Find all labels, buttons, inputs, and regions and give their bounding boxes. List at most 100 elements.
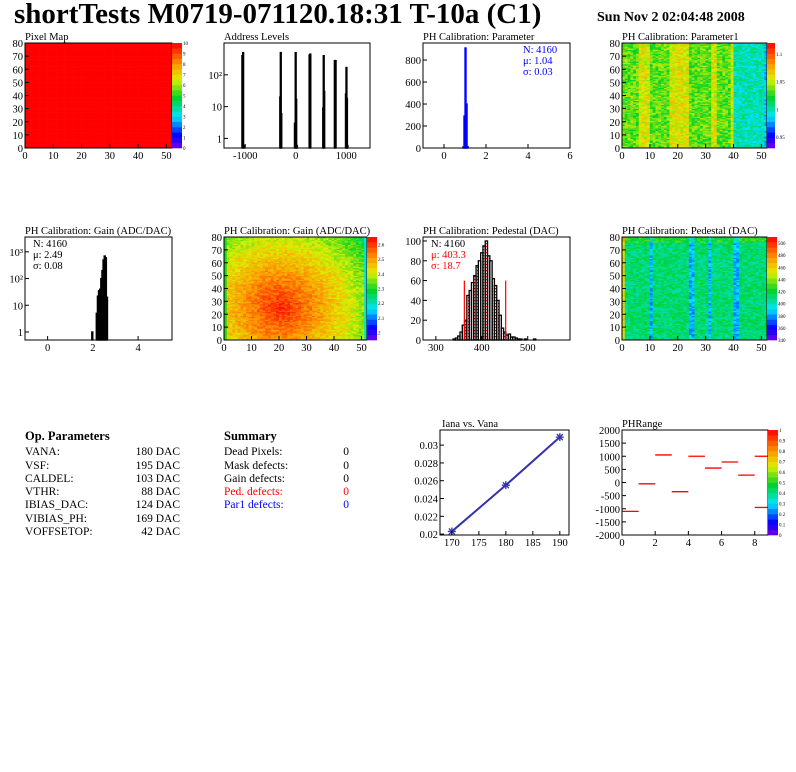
heatmap-cell <box>36 109 40 112</box>
heatmap-cell <box>129 117 133 120</box>
heatmap-cell <box>87 60 91 62</box>
heatmap-cell <box>67 92 71 95</box>
heatmap-cell <box>75 43 80 45</box>
heatmap-cell <box>30 66 34 69</box>
heatmap-cell <box>106 136 111 138</box>
heatmap-cell <box>61 67 65 70</box>
heatmap-cell <box>25 116 29 119</box>
heatmap-cell <box>36 102 40 104</box>
heatmap-cell <box>87 120 91 123</box>
heatmap-cell <box>36 69 40 71</box>
heatmap-cell <box>92 137 96 140</box>
heatmap-cell <box>129 109 133 112</box>
heatmap-cell <box>84 113 88 116</box>
heatmap-cell <box>64 102 68 104</box>
heatmap-cell <box>149 74 153 77</box>
heatmap-cell <box>149 109 153 112</box>
heatmap-cell <box>75 102 80 104</box>
heatmap-cell <box>132 78 136 81</box>
heatmap-cell <box>56 127 60 129</box>
heatmap-cell <box>58 140 63 142</box>
hist-bin <box>334 59 337 149</box>
heatmap-cell <box>129 132 133 134</box>
heatmap-cell <box>129 112 133 115</box>
heatmap-cell <box>121 69 125 71</box>
heatmap-cell <box>95 64 99 66</box>
heatmap-cell <box>61 57 65 60</box>
heatmap-cell <box>84 82 88 84</box>
heatmap-cell <box>33 74 37 77</box>
heatmap-cell <box>123 91 128 94</box>
heatmap-cell <box>104 117 108 120</box>
heatmap-cell <box>61 117 65 120</box>
heatmap-cell <box>50 82 54 84</box>
heatmap-cell <box>135 119 139 121</box>
heatmap-cell <box>53 129 57 132</box>
heatmap-cell <box>27 95 31 98</box>
heatmap-cell <box>81 67 85 70</box>
heatmap-cell <box>146 140 150 142</box>
heatmap-cell <box>50 65 54 67</box>
heatmap-cell <box>78 121 82 124</box>
heatmap-cell <box>90 45 94 48</box>
heatmap-cell <box>126 124 130 126</box>
heatmap-cell <box>109 57 113 60</box>
heatmap-cell <box>129 44 133 46</box>
heatmap-cell <box>39 78 43 81</box>
heatmap-cell <box>41 117 46 120</box>
heatmap-cell <box>87 141 91 144</box>
heatmap-cell <box>106 125 111 128</box>
heatmap-cell <box>109 49 113 52</box>
heatmap-cell <box>47 103 51 105</box>
heatmap-cell <box>81 46 85 49</box>
heatmap-cell <box>140 95 145 98</box>
heatmap-cell <box>56 125 60 128</box>
heatmap-cell <box>115 82 119 84</box>
heatmap-cell <box>36 106 40 108</box>
heatmap-cell <box>30 85 34 87</box>
heatmap-cell <box>61 81 65 83</box>
heatmap-cell <box>78 99 82 102</box>
heatmap-cell <box>50 138 54 141</box>
heatmap-cell <box>90 128 94 130</box>
heatmap-cell <box>98 45 102 48</box>
heatmap-cell <box>92 102 96 104</box>
heatmap-cell <box>84 99 88 102</box>
heatmap-cell <box>27 142 31 145</box>
heatmap-cell <box>41 104 46 107</box>
heatmap-cell <box>132 136 136 138</box>
heatmap-cell <box>138 86 142 88</box>
heatmap-cell <box>39 95 43 98</box>
heatmap-cell <box>146 67 150 70</box>
heatmap-cell <box>87 48 91 50</box>
heatmap-cell <box>118 96 122 99</box>
heatmap-cell <box>53 112 57 115</box>
heatmap-cell <box>135 52 139 54</box>
heatmap-cell <box>36 140 40 142</box>
heatmap-cell <box>81 121 85 124</box>
heatmap-cell <box>58 45 63 48</box>
heatmap-cell <box>67 79 71 82</box>
heatmap-cell <box>33 140 37 142</box>
heatmap-cell <box>101 98 105 100</box>
heatmap-cell <box>87 115 91 117</box>
heatmap-cell <box>73 115 77 117</box>
heatmap-cell <box>129 134 133 137</box>
heatmap-cell <box>121 95 125 98</box>
heatmap-cell <box>78 120 82 123</box>
heatmap-cell <box>73 104 77 107</box>
heatmap-cell <box>64 61 68 63</box>
heatmap-cell <box>61 119 65 121</box>
heatmap-cell <box>115 71 119 74</box>
heatmap-cell <box>112 73 116 75</box>
heatmap-cell <box>106 61 111 63</box>
heatmap-cell <box>78 127 82 129</box>
heatmap-cell <box>90 102 94 104</box>
heatmap-cell <box>73 71 77 74</box>
heatmap-cell <box>41 125 46 128</box>
heatmap-cell <box>87 137 91 140</box>
heatmap-cell <box>84 125 88 128</box>
heatmap-cell <box>67 94 71 96</box>
heatmap-cell <box>149 113 153 116</box>
heatmap-cell <box>109 144 113 146</box>
